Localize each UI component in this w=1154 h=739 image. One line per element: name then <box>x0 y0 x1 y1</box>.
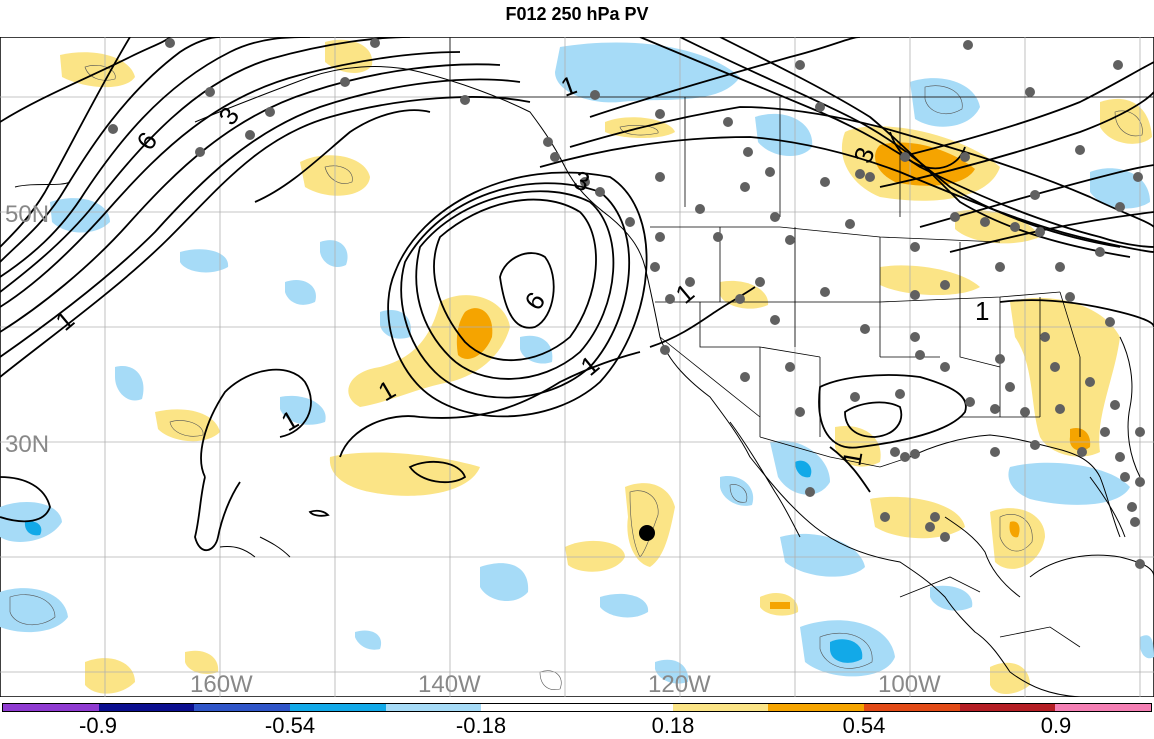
colorbar-segment <box>481 704 578 711</box>
negative-anomaly-patch <box>930 585 973 611</box>
negative-anomaly-patch <box>320 240 348 268</box>
negative-anomaly-core <box>795 460 812 478</box>
negative-anomaly-patch <box>910 78 980 127</box>
positive-anomaly-core <box>1009 521 1020 538</box>
lon-label: 120W <box>648 671 711 697</box>
coastlines <box>14 66 1154 697</box>
pv-map: 6 3 1 3 6 1 1 1 1 1 3 1 1 50N 30N 160W 1… <box>0 37 1154 697</box>
positive-anomaly-patch <box>325 39 373 73</box>
positive-anomaly-patch <box>155 409 220 442</box>
positive-anomaly-core <box>456 308 493 359</box>
contour-label: 1 <box>975 296 989 326</box>
graticule <box>0 37 1154 697</box>
positive-anomaly-patch <box>185 650 219 674</box>
negative-anomaly-core <box>24 521 42 536</box>
negative-anomaly-patch <box>285 279 316 305</box>
colorbar-segment <box>290 704 386 711</box>
colorbar-tick-label: 0.18 <box>651 713 695 738</box>
axis-labels: 50N 30N 160W 140W 120W 100W <box>5 201 941 697</box>
positive-anomaly-core <box>1069 427 1091 451</box>
positive-anomaly-patch <box>880 265 980 296</box>
positive-anomaly-patch <box>625 483 675 567</box>
positive-anomaly-patch <box>1100 98 1152 144</box>
negative-anomaly-patch <box>355 630 382 650</box>
colorbar-tick-label: -0.54 <box>264 713 316 738</box>
colorbar-segment <box>864 704 960 711</box>
negative-anomaly-patch <box>755 113 813 157</box>
chart-title: F012 250 hPa PV <box>505 4 649 24</box>
colorbar-tick-label: -0.9 <box>79 713 117 738</box>
positive-anomaly-patch <box>85 658 135 694</box>
negative-anomaly-patch <box>1008 462 1130 505</box>
negative-anomaly-patch <box>555 42 740 103</box>
colorbar-labels: -0.9 -0.54 -0.18 0.18 0.54 0.9 <box>0 712 1154 739</box>
lat-label: 30N <box>5 431 49 458</box>
negative-anomaly-patch <box>1139 635 1154 659</box>
contour-label: 1 <box>836 449 868 468</box>
station-markers <box>108 38 1145 569</box>
lon-label: 160W <box>190 671 253 697</box>
lat-label: 50N <box>5 201 49 228</box>
negative-anomaly-patch <box>520 335 553 364</box>
positive-anomaly-patch <box>870 496 965 539</box>
colorbar-segment <box>1055 704 1152 711</box>
colorbar <box>2 703 1152 712</box>
colorbar-segment <box>194 704 291 711</box>
lon-label: 140W <box>418 671 481 697</box>
negative-anomaly-patch <box>280 395 326 425</box>
lon-label: 100W <box>878 671 941 697</box>
colorbar-tick-label: 0.54 <box>842 713 886 738</box>
colorbar-tick-label: 0.9 <box>1040 713 1072 738</box>
colorbar-segment <box>385 704 482 711</box>
pv-contours <box>0 37 1154 552</box>
analysis-point-marker <box>639 525 655 541</box>
colorbar-segment <box>959 704 1056 711</box>
negative-anomaly-patch <box>720 476 754 506</box>
colorbar-tick-label: -0.18 <box>455 713 507 738</box>
negative-anomaly-patch <box>600 593 649 618</box>
colorbar-segment <box>672 704 769 711</box>
positive-anomaly-core <box>770 602 790 609</box>
negative-anomaly-patch <box>180 249 229 273</box>
positive-anomaly-patch <box>990 508 1045 569</box>
colorbar-segment <box>577 704 673 711</box>
negative-anomaly-core <box>830 639 863 663</box>
colorbar-segment <box>3 704 99 711</box>
colorbar-segment <box>98 704 195 711</box>
positive-anomaly-patch <box>990 662 1030 694</box>
negative-anomaly-patch <box>115 366 144 401</box>
colorbar-segment <box>768 704 865 711</box>
negative-anomaly-patch <box>480 563 529 602</box>
positive-anomaly-patch <box>565 540 625 572</box>
